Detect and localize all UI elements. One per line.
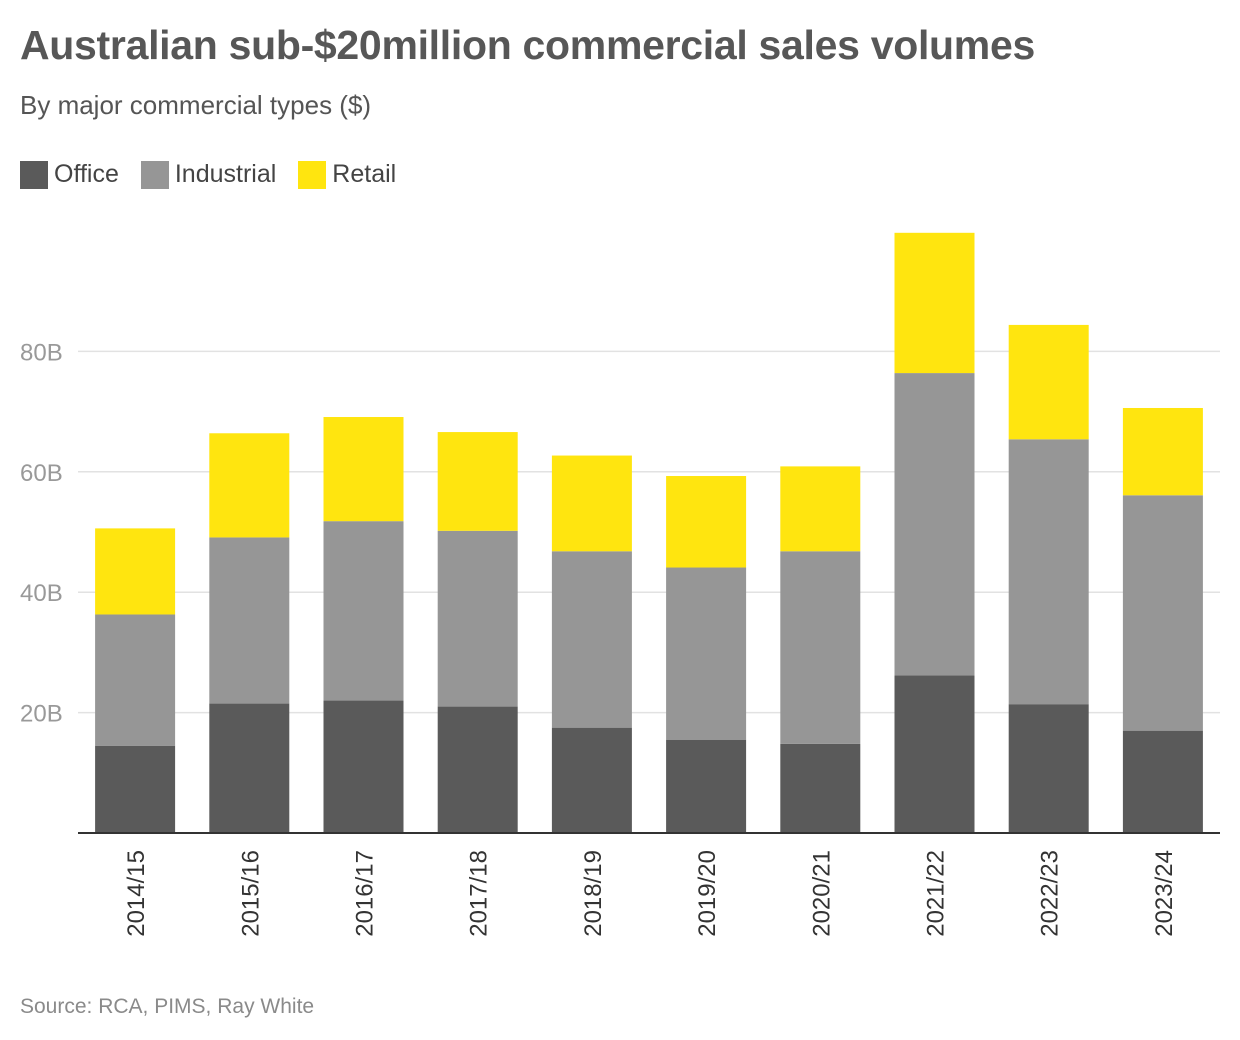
y-tick-label: 20B (20, 701, 63, 728)
x-tick-label: 2021/22 (923, 850, 950, 937)
y-tick-label: 60B (20, 460, 63, 487)
bar-office-2019-20 (666, 740, 746, 833)
bar-retail-2015-16 (209, 433, 289, 537)
bar-retail-2018-19 (552, 456, 632, 552)
bar-industrial-2018-19 (552, 551, 632, 727)
bar-retail-2016-17 (324, 417, 404, 521)
x-tick-label: 2020/21 (808, 850, 835, 937)
bar-industrial-2019-20 (666, 568, 746, 740)
x-tick-label: 2019/20 (694, 850, 721, 937)
bar-office-2021-22 (895, 675, 975, 833)
x-tick-label: 2022/23 (1037, 850, 1064, 937)
x-tick-label: 2023/24 (1151, 850, 1178, 937)
x-tick-label: 2014/15 (123, 850, 150, 937)
bar-office-2023-24 (1123, 731, 1203, 833)
y-tick-label: 80B (20, 339, 63, 366)
bar-retail-2019-20 (666, 476, 746, 568)
bar-industrial-2014-15 (95, 614, 175, 745)
bar-industrial-2020-21 (780, 551, 860, 744)
bar-office-2017-18 (438, 707, 518, 833)
bar-industrial-2015-16 (209, 537, 289, 703)
bar-retail-2022-23 (1009, 325, 1089, 439)
x-tick-label: 2015/16 (237, 850, 264, 937)
bar-retail-2017-18 (438, 432, 518, 531)
x-tick-label: 2016/17 (352, 850, 379, 937)
bar-industrial-2023-24 (1123, 495, 1203, 730)
bar-office-2016-17 (324, 701, 404, 833)
bar-office-2015-16 (209, 704, 289, 833)
bar-industrial-2017-18 (438, 531, 518, 707)
bar-industrial-2021-22 (895, 373, 975, 675)
bar-retail-2021-22 (895, 233, 975, 373)
bar-retail-2020-21 (780, 466, 860, 551)
x-tick-label: 2018/19 (580, 850, 607, 937)
y-tick-label: 40B (20, 580, 63, 607)
bar-office-2014-15 (95, 746, 175, 833)
bar-industrial-2016-17 (324, 521, 404, 700)
bar-retail-2023-24 (1123, 408, 1203, 495)
bar-office-2022-23 (1009, 704, 1089, 833)
bar-retail-2014-15 (95, 528, 175, 614)
source-note: Source: RCA, PIMS, Ray White (20, 995, 314, 1019)
bar-industrial-2022-23 (1009, 439, 1089, 704)
bar-office-2018-19 (552, 728, 632, 833)
stacked-bar-chart: 20B 40B 60B 80B 2014/15 2015/16 2016/17 2017/18… (0, 0, 1240, 1040)
x-tick-label: 2017/18 (466, 850, 493, 937)
bar-office-2020-21 (780, 744, 860, 833)
